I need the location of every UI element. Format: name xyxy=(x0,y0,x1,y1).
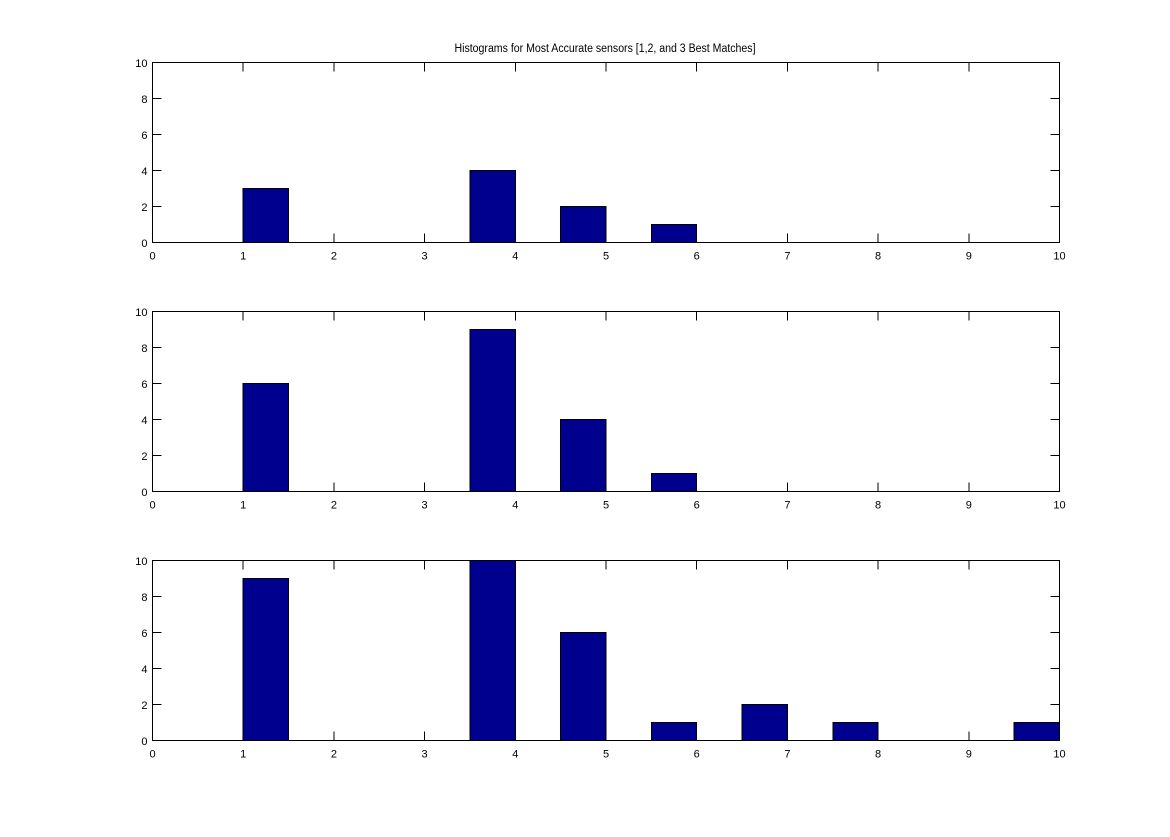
svg-text:4: 4 xyxy=(512,749,518,761)
svg-text:6: 6 xyxy=(694,251,700,263)
svg-text:1: 1 xyxy=(240,500,246,512)
svg-text:1: 1 xyxy=(240,251,246,263)
svg-text:4: 4 xyxy=(512,500,518,512)
svg-text:10: 10 xyxy=(1053,251,1065,263)
svg-text:1: 1 xyxy=(240,749,246,761)
svg-text:3: 3 xyxy=(422,500,428,512)
svg-text:8: 8 xyxy=(875,251,881,263)
svg-text:10: 10 xyxy=(135,307,147,319)
svg-text:10: 10 xyxy=(1053,500,1065,512)
svg-text:4: 4 xyxy=(141,664,147,676)
svg-text:9: 9 xyxy=(966,749,972,761)
svg-text:10: 10 xyxy=(135,58,147,70)
svg-text:2: 2 xyxy=(331,251,337,263)
svg-text:4: 4 xyxy=(512,251,518,263)
svg-text:6: 6 xyxy=(141,379,147,391)
svg-text:8: 8 xyxy=(141,343,147,355)
svg-text:4: 4 xyxy=(141,415,147,427)
svg-text:0: 0 xyxy=(149,749,155,761)
svg-text:Histograms for Most Accurate s: Histograms for Most Accurate sensors [1,… xyxy=(455,43,756,55)
svg-text:2: 2 xyxy=(331,749,337,761)
svg-text:10: 10 xyxy=(135,556,147,568)
svg-text:0: 0 xyxy=(141,238,147,250)
svg-text:10: 10 xyxy=(1053,749,1065,761)
svg-text:6: 6 xyxy=(694,749,700,761)
svg-text:6: 6 xyxy=(694,500,700,512)
svg-text:3: 3 xyxy=(422,251,428,263)
svg-text:0: 0 xyxy=(149,251,155,263)
svg-text:0: 0 xyxy=(141,736,147,748)
svg-text:7: 7 xyxy=(784,749,790,761)
svg-text:7: 7 xyxy=(784,500,790,512)
svg-text:9: 9 xyxy=(966,500,972,512)
svg-text:2: 2 xyxy=(141,700,147,712)
svg-text:5: 5 xyxy=(603,251,609,263)
svg-text:6: 6 xyxy=(141,130,147,142)
svg-text:6: 6 xyxy=(141,628,147,640)
svg-text:5: 5 xyxy=(603,749,609,761)
svg-text:8: 8 xyxy=(875,749,881,761)
svg-text:5: 5 xyxy=(603,500,609,512)
svg-text:9: 9 xyxy=(966,251,972,263)
svg-text:3: 3 xyxy=(422,749,428,761)
svg-text:0: 0 xyxy=(149,500,155,512)
svg-text:7: 7 xyxy=(784,251,790,263)
svg-text:8: 8 xyxy=(875,500,881,512)
svg-text:4: 4 xyxy=(141,166,147,178)
svg-text:8: 8 xyxy=(141,592,147,604)
svg-text:8: 8 xyxy=(141,94,147,106)
svg-text:2: 2 xyxy=(331,500,337,512)
svg-text:2: 2 xyxy=(141,451,147,463)
svg-text:2: 2 xyxy=(141,202,147,214)
svg-text:0: 0 xyxy=(141,487,147,499)
